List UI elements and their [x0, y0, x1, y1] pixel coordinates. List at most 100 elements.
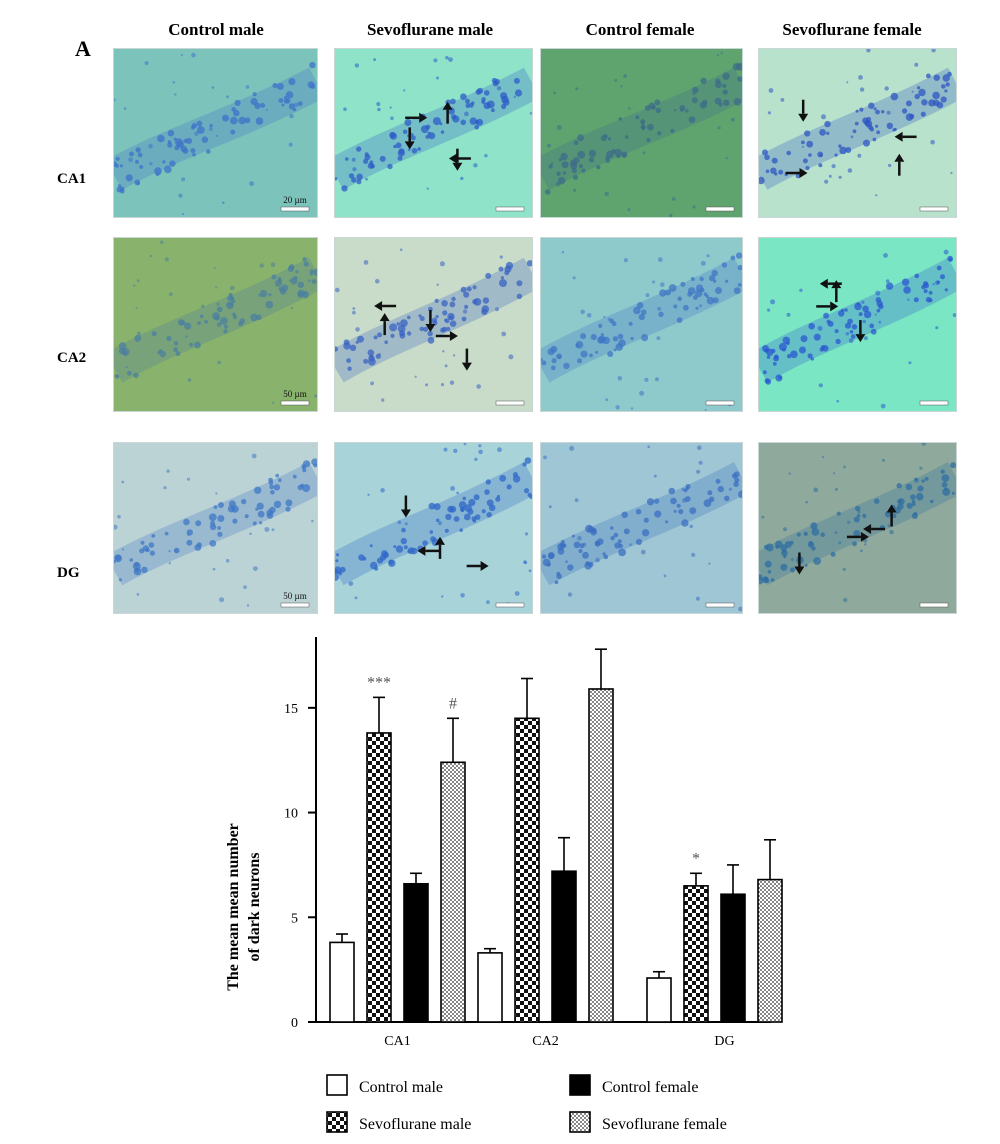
cell-layer-band [541, 461, 742, 586]
scale-bar-label: 50 µm [283, 591, 306, 601]
dark-neuron-arrow-icon [404, 127, 415, 150]
dark-neuron-arrow-icon [435, 331, 458, 341]
error-bar-dg-sevoflurane-female [764, 838, 776, 880]
scale-bar [705, 400, 735, 406]
micrograph-ca2-sevoflurane-male [334, 237, 533, 412]
bar-dg-sevoflurane-male [683, 885, 709, 1023]
micrograph-ca1-control-female [540, 48, 743, 218]
scale-bar [919, 400, 949, 406]
dark-neuron-arrow-icon [374, 301, 397, 311]
legend-swatch [569, 1074, 591, 1096]
micrograph-dg-sevoflurane-male [334, 442, 533, 614]
dark-neuron-arrow-icon [435, 536, 445, 559]
column-header-control-female: Control female [585, 20, 695, 39]
dark-neuron-arrow-icon [400, 495, 411, 518]
dark-neuron-arrow-icon [798, 99, 809, 122]
bar-ca2-sevoflurane-male [514, 717, 540, 1023]
micrograph-ca2-control-male: 50 µm [113, 237, 318, 412]
dark-neuron-arrow-icon [442, 101, 453, 124]
bar-ca2-sevoflurane-female [588, 688, 614, 1023]
dark-neuron-arrow-icon [846, 531, 869, 542]
dark-neuron-arrow-icon [785, 168, 808, 178]
dark-neuron-arrow-icon [816, 301, 839, 312]
dark-neuron-arrow-icon [425, 310, 436, 332]
scale-bar [705, 206, 735, 212]
x-category-label-ca1: CA1 [384, 1034, 410, 1049]
scale-bar [705, 602, 735, 608]
bar-ca2-control-male [477, 952, 503, 1023]
bar-dg-control-female [720, 893, 746, 1023]
y-tick-label: 10 [284, 807, 298, 822]
error-bar-ca2-sevoflurane-female [595, 648, 607, 689]
y-tick-label: 15 [284, 702, 298, 717]
dark-neuron-arrow-icon [894, 131, 917, 142]
y-axis-label-line-2: of dark neurons [246, 852, 263, 961]
bar-ca1-control-female [403, 882, 429, 1023]
cell-layer-band [335, 257, 532, 383]
x-category-label-ca2: CA2 [532, 1034, 558, 1049]
error-bar-dg-control-male [653, 970, 665, 979]
bar-ca2-control-female [551, 870, 577, 1023]
error-bar-ca1-sevoflurane-male [373, 696, 385, 733]
legend-swatch [326, 1111, 348, 1133]
scale-bar-label: 50 µm [283, 389, 306, 399]
cell-layer-band [759, 462, 956, 586]
scale-bar: 20 µm [280, 195, 310, 212]
error-bar-ca2-control-male [484, 947, 496, 953]
bar-ca1-sevoflurane-male [366, 732, 392, 1023]
dark-neuron-arrow-icon [461, 348, 472, 371]
legend-swatch [569, 1111, 591, 1133]
dark-neuron-arrow-icon [448, 153, 471, 164]
dark-neuron-arrow-icon [863, 524, 886, 534]
error-bar-ca1-control-female [410, 872, 422, 884]
cell-layer-band [114, 461, 317, 586]
micrograph-dg-control-female [540, 442, 743, 614]
y-tick-label: 5 [291, 911, 298, 926]
panel-label: A [75, 36, 91, 61]
row-header-dg: DG [57, 565, 80, 581]
dark-neuron-bar-chart: The mean mean number of dark neurons 0 5 1… [225, 637, 783, 1133]
bar-ca1-control-male [329, 941, 355, 1023]
error-bar-dg-control-female [727, 864, 739, 895]
legend-label: Sevoflurane male [359, 1116, 471, 1133]
legend-label: Sevoflurane female [602, 1116, 727, 1133]
bar-ca1-sevoflurane-female [440, 761, 466, 1023]
legend-swatch [326, 1074, 348, 1096]
error-bar-dg-sevoflurane-male [690, 872, 702, 886]
micrograph-dg-sevoflurane-female [758, 442, 957, 614]
row-header-ca1: CA1 [57, 171, 87, 187]
legend-item-sevoflurane-female: Sevoflurane female [569, 1111, 727, 1133]
error-bar-ca2-control-female [558, 836, 570, 872]
micrograph-dg-control-male: 50 µm [113, 442, 318, 614]
micrograph-ca1-sevoflurane-female [758, 48, 957, 218]
scale-bar: 50 µm [280, 591, 310, 608]
dark-neuron-arrow-icon [886, 504, 897, 527]
cell-layer-band [759, 67, 956, 190]
scale-bar [919, 206, 949, 212]
scale-bar [495, 206, 525, 212]
micrograph-ca2-control-female [540, 237, 743, 412]
significance-annotation: *** [367, 674, 391, 691]
legend-label: Control female [602, 1079, 698, 1096]
bar-dg-sevoflurane-female [757, 878, 783, 1023]
scale-bar [495, 602, 525, 608]
micrograph-ca2-sevoflurane-female [758, 237, 957, 412]
cell-layer-band [335, 462, 532, 586]
dark-neuron-arrow-icon [405, 112, 428, 123]
scale-bar: 50 µm [280, 389, 310, 406]
column-header-sevoflurane-female: Sevoflurane female [782, 20, 922, 39]
legend-label: Control male [359, 1079, 443, 1096]
dark-neuron-arrow-icon [894, 153, 905, 176]
dark-neuron-arrow-icon [819, 278, 842, 289]
dark-neuron-arrow-icon [466, 561, 489, 571]
legend-item-control-female: Control female [569, 1074, 698, 1096]
column-header-control-male: Control male [168, 20, 264, 39]
legend-item-sevoflurane-male: Sevoflurane male [326, 1111, 471, 1133]
significance-annotation: * [692, 850, 700, 867]
row-header-ca2: CA2 [57, 350, 87, 366]
significance-annotation: # [449, 695, 457, 712]
legend-item-control-male: Control male [326, 1074, 443, 1096]
bar-dg-control-male [646, 977, 672, 1023]
y-tick-label: 0 [291, 1016, 298, 1031]
dark-neuron-arrow-icon [379, 313, 390, 336]
